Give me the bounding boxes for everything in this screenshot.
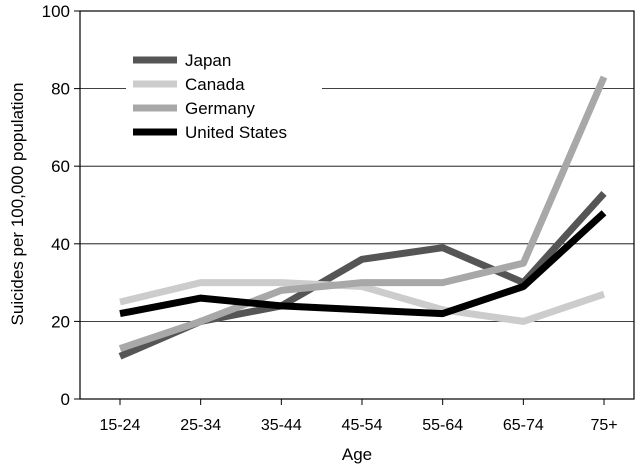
legend-label-united-states: United States — [185, 123, 287, 142]
x-tick-label: 75+ — [590, 417, 617, 434]
legend-label-canada: Canada — [185, 75, 245, 94]
y-tick-label: 0 — [61, 390, 70, 409]
legend-label-germany: Germany — [185, 99, 255, 118]
series-line-united-states — [119, 210, 607, 318]
x-tick-label: 55-64 — [422, 417, 463, 434]
tick-labels: 0 20 40 60 80 100 15-24 25-34 35-44 45-54 55-64 65-… — [42, 2, 618, 434]
axes — [79, 10, 635, 400]
y-axis-label: Suicides per 100,000 population — [8, 83, 27, 326]
y-tick-label: 80 — [51, 80, 70, 99]
y-tick-label: 60 — [51, 157, 70, 176]
series-lines — [118, 75, 608, 360]
x-tick-label: 15-24 — [100, 417, 141, 434]
legend-label-japan: Japan — [185, 51, 231, 70]
series-line-canada — [119, 279, 606, 325]
x-tick-label: 45-54 — [342, 417, 383, 434]
plot-frame — [79, 10, 635, 400]
y-tick-label: 40 — [51, 235, 70, 254]
x-tick-label: 65-74 — [503, 417, 544, 434]
legend: Japan Canada Germany United States — [126, 43, 322, 153]
y-tick-label: 20 — [51, 312, 70, 331]
x-tick-label: 25-34 — [180, 417, 221, 434]
x-axis-label: Age — [342, 445, 372, 464]
series-line-germany — [118, 75, 608, 352]
x-tick-label: 35-44 — [261, 417, 302, 434]
y-tick-label: 100 — [42, 2, 70, 21]
